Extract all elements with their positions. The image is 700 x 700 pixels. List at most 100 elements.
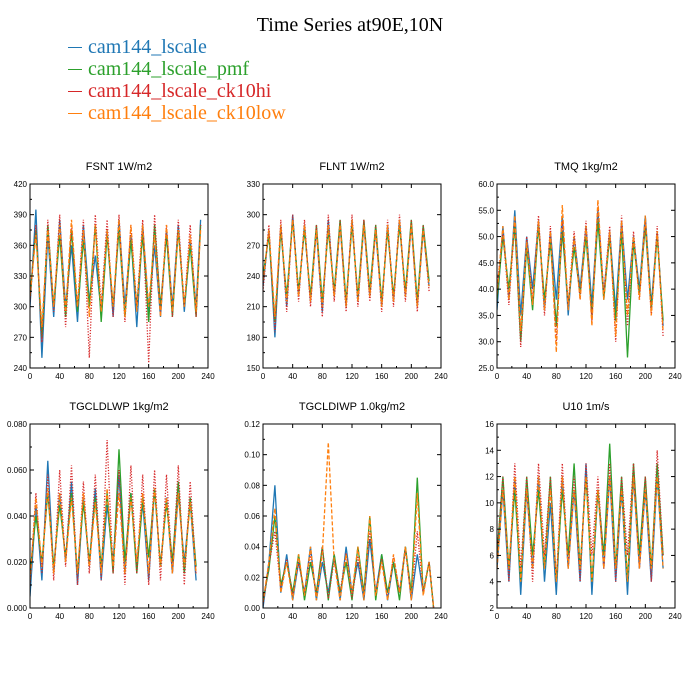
x-tick-label: 200 — [172, 612, 186, 621]
x-tick-label: 0 — [28, 612, 33, 621]
series-line-cam144_lscale_ck10low — [30, 488, 197, 581]
y-tick-label: 0.00 — [244, 604, 260, 613]
legend-item: cam144_lscale_pmf — [68, 58, 286, 80]
series-line-cam144_lscale — [497, 210, 664, 326]
y-tick-label: 210 — [247, 303, 261, 312]
y-tick-label: 270 — [14, 333, 28, 342]
legend-item: cam144_lscale — [68, 36, 286, 58]
y-tick-label: 60.0 — [478, 180, 494, 189]
series-line-cam144_lscale_ck10hi — [30, 440, 197, 586]
x-tick-label: 40 — [55, 372, 64, 381]
x-tick-label: 120 — [112, 372, 126, 381]
y-tick-label: 12 — [485, 473, 494, 482]
y-tick-label: 270 — [247, 241, 261, 250]
y-tick-label: 330 — [247, 180, 261, 189]
x-tick-label: 200 — [405, 372, 419, 381]
chart-panel: FLNT 1W/m2 0 40 80 120 160 200 240 150 180 210 240 2… — [247, 161, 449, 381]
x-tick-label: 40 — [288, 372, 297, 381]
chart-title: U10 1m/s — [562, 401, 610, 413]
series-line-cam144_lscale_ck10low — [263, 219, 430, 317]
legend-label: cam144_lscale_pmf — [88, 58, 250, 80]
series-line-cam144_lscale — [497, 463, 664, 595]
x-tick-label: 80 — [85, 612, 94, 621]
x-tick-label: 200 — [405, 612, 419, 621]
y-tick-label: 0.06 — [244, 512, 260, 521]
x-tick-label: 80 — [318, 612, 327, 621]
x-tick-label: 0 — [495, 612, 500, 621]
x-tick-label: 40 — [288, 612, 297, 621]
y-tick-label: 0.12 — [244, 420, 260, 429]
y-tick-label: 14 — [485, 446, 494, 455]
x-tick-label: 240 — [434, 372, 448, 381]
series-line-cam144_lscale — [30, 460, 197, 597]
legend-label: cam144_lscale — [88, 36, 207, 58]
legend-swatch — [68, 46, 82, 48]
series-line-cam144_lscale_pmf — [263, 477, 435, 608]
chart-title: FSNT 1W/m2 — [86, 161, 152, 173]
y-tick-label: 25.0 — [478, 364, 494, 373]
x-tick-label: 240 — [668, 372, 682, 381]
x-tick-label: 240 — [668, 612, 682, 621]
legend: cam144_lscale cam144_lscale_pmf cam144_lsc… — [68, 36, 286, 124]
legend-item: cam144_lscale_ck10hi — [68, 80, 286, 102]
chart-title: TGCLDIWP 1.0kg/m2 — [299, 401, 405, 413]
legend-swatch — [68, 68, 82, 70]
y-tick-label: 6 — [490, 551, 495, 560]
y-tick-label: 16 — [485, 420, 494, 429]
y-tick-label: 0.020 — [7, 558, 28, 567]
x-tick-label: 80 — [552, 372, 561, 381]
x-tick-label: 160 — [142, 372, 156, 381]
page-title: Time Series at90E,10N — [256, 14, 444, 36]
legend-label: cam144_lscale_ck10hi — [88, 80, 272, 102]
y-tick-label: 40.0 — [478, 285, 494, 294]
x-tick-label: 120 — [345, 372, 359, 381]
legend-label: cam144_lscale_ck10low — [88, 102, 286, 124]
chart-panel: U10 1m/s 0 40 80 120 160 200 240 2 4 6 8 10 12 14 16 — [485, 401, 682, 621]
y-tick-label: 8 — [490, 525, 495, 534]
series-line-cam144_lscale_ck10low — [497, 476, 664, 582]
legend-swatch — [68, 90, 82, 92]
x-tick-label: 200 — [639, 612, 653, 621]
y-tick-label: 45.0 — [478, 259, 494, 268]
x-tick-label: 0 — [495, 372, 500, 381]
plot-frame — [262, 183, 442, 369]
y-tick-label: 0.000 — [7, 604, 28, 613]
x-tick-label: 40 — [522, 612, 531, 621]
y-tick-label: 360 — [14, 241, 28, 250]
x-tick-label: 240 — [201, 612, 215, 621]
chart-panel: FSNT 1W/m2 0 40 80 120 160 200 240 240 270 300 330 3… — [14, 161, 216, 381]
y-tick-label: 30.0 — [478, 338, 494, 347]
x-tick-label: 120 — [579, 612, 593, 621]
x-tick-label: 0 — [28, 372, 33, 381]
chart-title: FLNT 1W/m2 — [319, 161, 384, 173]
chart-panel: TGCLDLWP 1kg/m2 0 40 80 120 160 200 240 0.000 0.0… — [7, 401, 215, 621]
x-tick-label: 120 — [579, 372, 593, 381]
x-tick-label: 200 — [639, 372, 653, 381]
y-tick-label: 390 — [14, 211, 28, 220]
x-tick-label: 160 — [375, 372, 389, 381]
x-tick-label: 0 — [261, 372, 266, 381]
x-tick-label: 240 — [201, 372, 215, 381]
x-tick-label: 160 — [375, 612, 389, 621]
y-tick-label: 10 — [485, 499, 494, 508]
y-tick-label: 55.0 — [478, 206, 494, 215]
chart-title: TGCLDLWP 1kg/m2 — [69, 401, 168, 413]
legend-item: cam144_lscale_ck10low — [68, 102, 286, 124]
chart-panel: TGCLDIWP 1.0kg/m2 0 40 80 120 160 200 240 0.00 0.… — [244, 401, 448, 621]
x-tick-label: 80 — [552, 612, 561, 621]
x-tick-label: 120 — [112, 612, 126, 621]
y-tick-label: 0.08 — [244, 481, 260, 490]
x-tick-label: 40 — [522, 372, 531, 381]
x-tick-label: 0 — [261, 612, 266, 621]
y-tick-label: 4 — [490, 578, 495, 587]
x-tick-label: 160 — [609, 612, 623, 621]
y-tick-label: 0.02 — [244, 573, 260, 582]
series-line-cam144_lscale_ck10low — [30, 219, 202, 328]
series-line-cam144_lscale — [263, 485, 435, 608]
y-tick-label: 180 — [247, 333, 261, 342]
x-tick-label: 160 — [609, 372, 623, 381]
chart-title: TMQ 1kg/m2 — [554, 161, 618, 173]
y-tick-label: 35.0 — [478, 311, 494, 320]
legend-swatch — [68, 112, 82, 114]
